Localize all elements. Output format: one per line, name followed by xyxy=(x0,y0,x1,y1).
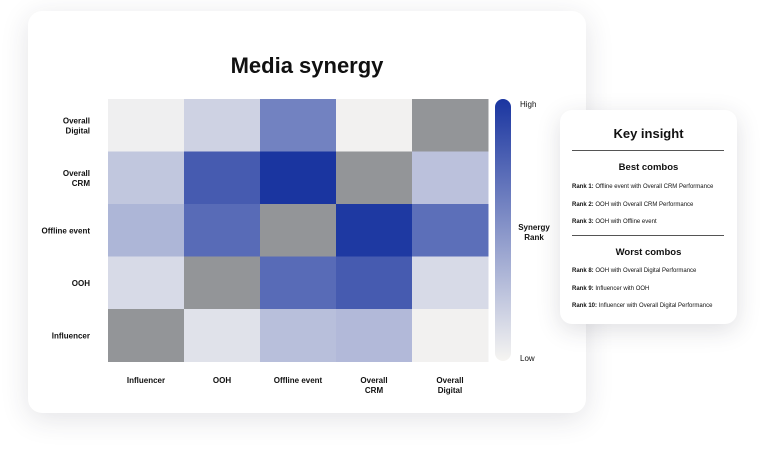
row-label: Overall Digital xyxy=(63,116,90,135)
list-item: Rank 2: OOH with Overall CRM Performance xyxy=(572,201,694,208)
list-item: Rank 8: OOH with Overall Digital Perform… xyxy=(572,268,697,274)
heatmap-cell-0-3 xyxy=(336,99,413,152)
list-item: Rank 1: Offline event with Overall CRM P… xyxy=(572,184,714,190)
row-label: Influencer xyxy=(52,331,90,340)
list-item: Rank 9: Influencer with OOH xyxy=(572,285,650,292)
chart-title: Media synergy xyxy=(230,53,384,78)
heatmap-cell-3-2 xyxy=(260,256,337,310)
best-combos-list: Rank 1: Offline event with Overall CRM P… xyxy=(572,183,734,236)
divider xyxy=(572,150,724,151)
column-label: Influencer xyxy=(127,376,165,385)
heatmap-cell-0-2 xyxy=(260,99,337,152)
column-label: Offline event xyxy=(274,376,323,385)
heatmap-cell-1-3 xyxy=(336,151,413,205)
heatmap-cell-1-1 xyxy=(184,151,261,205)
worst-combos-heading: Worst combos xyxy=(615,247,682,258)
heatmap-cell-1-2 xyxy=(260,151,337,205)
worst-combos-list: Rank 8: OOH with Overall Digital Perform… xyxy=(572,267,734,320)
colorbar xyxy=(495,99,511,361)
heatmap-cell-2-3 xyxy=(336,204,413,257)
heatmap-cell-3-3 xyxy=(336,256,413,310)
heatmap-cell-2-4 xyxy=(412,204,489,257)
heatmap-cell-3-4 xyxy=(412,256,489,310)
heatmap-cell-0-0 xyxy=(108,99,185,152)
row-label: Offline event xyxy=(42,226,91,235)
divider xyxy=(572,235,724,236)
heatmap-chart: Overall Digital Overall CRM Offline event OOH… xyxy=(42,99,550,395)
heatmap-cell-1-0 xyxy=(108,151,185,205)
heatmap-cell-0-4 xyxy=(412,99,489,152)
heatmap-cell-2-1 xyxy=(184,204,261,257)
heatmap-cell-2-2 xyxy=(260,204,337,257)
list-item: Rank 10: Influencer with Overall Digital… xyxy=(572,303,713,309)
row-label: OOH xyxy=(72,279,90,288)
heatmap-cell-4-0 xyxy=(108,309,185,362)
heatmap-cell-0-1 xyxy=(184,99,261,152)
row-label: Overall CRM xyxy=(63,169,90,188)
heatmap-cell-3-1 xyxy=(184,256,261,310)
chart-card: Media synergy Overall Digital Overall CRM Of… xyxy=(28,11,586,413)
heatmap-cell-4-2 xyxy=(260,309,337,362)
heatmap-cell-3-0 xyxy=(108,256,185,310)
heatmap-cell-2-0 xyxy=(108,204,185,257)
heatmap-cell-4-3 xyxy=(336,309,413,362)
best-combos-heading: Best combos xyxy=(618,162,679,173)
list-item: Rank 3: OOH with Offline event xyxy=(572,219,657,225)
heatmap-cell-1-4 xyxy=(412,151,489,205)
colorbar-low-label: Low xyxy=(520,354,535,363)
column-label: Overall CRM xyxy=(360,376,387,395)
heatmap-cell-4-4 xyxy=(412,309,489,362)
heatmap-cell-4-1 xyxy=(184,309,261,362)
colorbar-high-label: High xyxy=(520,100,536,109)
column-label: Overall Digital xyxy=(436,376,463,395)
key-insight-panel: Key insight Best combos Rank 1: Offline … xyxy=(560,110,737,324)
column-label: OOH xyxy=(213,376,231,385)
key-insight-title: Key insight xyxy=(613,126,684,141)
colorbar-title: Synergy Rank xyxy=(518,223,550,242)
